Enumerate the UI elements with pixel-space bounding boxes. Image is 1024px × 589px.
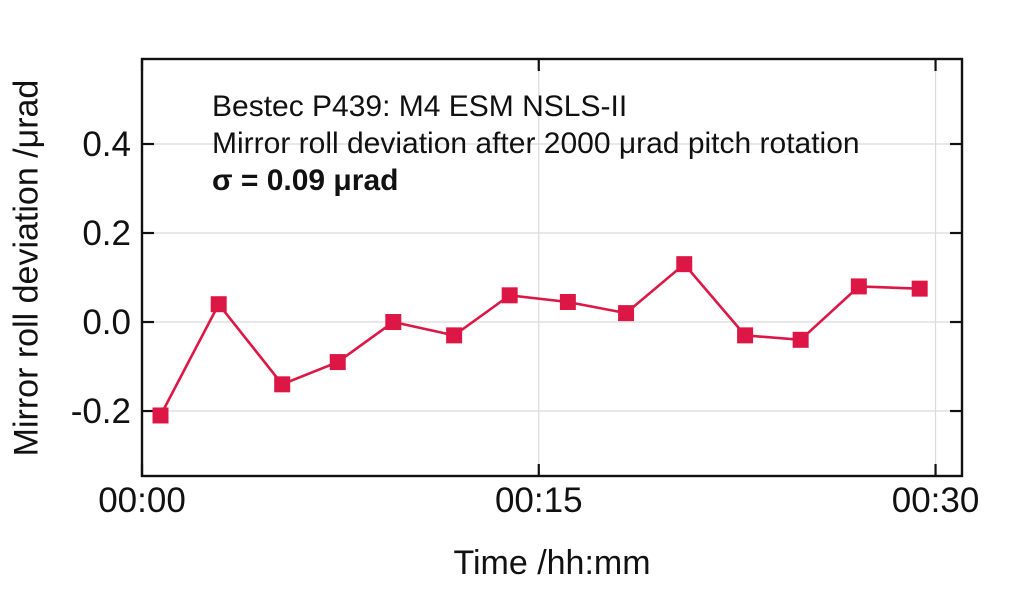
data-point-marker xyxy=(618,305,635,322)
data-point-marker xyxy=(737,327,754,344)
x-tick-label: 00:15 xyxy=(495,481,583,520)
x-axis-label: Time /hh:mm xyxy=(453,544,651,582)
y-tick-label: 0.0 xyxy=(82,303,131,342)
data-point-marker xyxy=(152,407,169,424)
annotation-subtitle: Mirror roll deviation after 2000 μrad pi… xyxy=(212,127,860,160)
data-point-marker xyxy=(274,376,291,393)
y-tick-label: 0.4 xyxy=(82,125,131,164)
data-point-marker xyxy=(850,278,867,295)
data-point-marker xyxy=(385,314,402,331)
data-point-marker xyxy=(559,293,576,310)
x-tick-label: 00:30 xyxy=(892,481,980,520)
x-tick-label: 00:00 xyxy=(98,481,186,520)
y-tick-label: 0.2 xyxy=(82,214,131,253)
y-tick-label: -0.2 xyxy=(71,392,131,431)
annotation-sigma-value: σ = 0.09 μrad xyxy=(212,164,399,197)
data-point-marker xyxy=(792,331,809,348)
plot-annotation: Bestec P439: M4 ESM NSLS-II Mirror roll … xyxy=(212,88,860,199)
data-point-marker xyxy=(329,354,346,371)
data-point-marker xyxy=(501,287,518,304)
y-axis-label: Mirror roll deviation /μrad xyxy=(7,79,46,457)
data-point-marker xyxy=(676,256,693,273)
data-point-marker xyxy=(911,280,928,297)
data-point-marker xyxy=(446,327,463,344)
series-line xyxy=(159,262,920,417)
plot-frame xyxy=(140,57,964,478)
annotation-title: Bestec P439: M4 ESM NSLS-II xyxy=(212,90,628,123)
data-point-marker xyxy=(210,296,227,313)
